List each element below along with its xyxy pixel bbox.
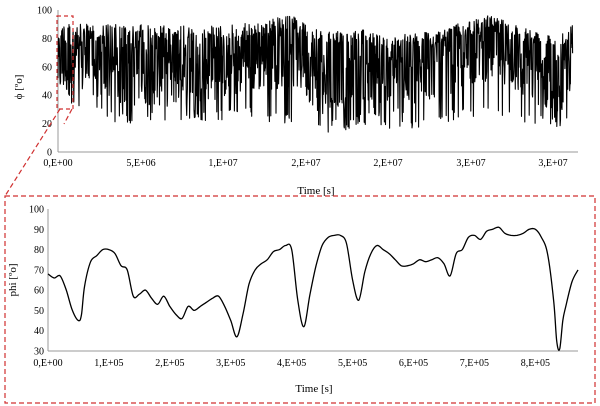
overview-y-axis-label: ϕ [ºo] <box>13 75 25 100</box>
overview-x-tick-labels: 0,E+00 5,E+06 1,E+07 2,E+07 2,E+07 3,E+07 3,E+… <box>43 158 567 169</box>
zoomed-x-axis-label: Time [s] <box>295 383 332 395</box>
overview-x-tick-label: 2,E+07 <box>373 158 402 169</box>
zoomed-y-tick-label: 100 <box>29 205 44 216</box>
zoomed-x-tick-label: 4,E+05 <box>277 358 306 369</box>
zoom-region-box <box>56 15 74 110</box>
zoomed-series-line <box>47 226 579 351</box>
zoomed-axes <box>47 209 578 352</box>
zoomed-series <box>47 226 579 351</box>
zoomed-x-tick-label: 0,E+00 <box>33 358 62 369</box>
zoomed-y-tick-label: 60 <box>34 286 44 297</box>
zoomed-y-tick-label: 80 <box>34 245 44 256</box>
zoom-panel-frame <box>4 195 596 404</box>
zoomed-x-tick-labels: 0,E+00 1,E+05 2,E+05 3,E+05 4,E+05 5,E+05 6,E+… <box>33 358 550 369</box>
zoomed-x-tick-label: 6,E+05 <box>399 358 428 369</box>
overview-x-tick-label: 5,E+06 <box>126 158 155 169</box>
overview-y-tick-label: 0 <box>47 148 52 159</box>
overview-x-tick-label: 2,E+07 <box>291 158 320 169</box>
overview-y-tick-label: 100 <box>37 6 52 17</box>
zoomed-y-tick-labels: 30 40 50 60 70 80 90 100 <box>29 205 44 358</box>
zoomed-x-tick-label: 2,E+05 <box>155 358 184 369</box>
zoomed-y-axis-label: phi [ºo] <box>7 263 19 296</box>
zoomed-y-tick-label: 40 <box>34 326 44 337</box>
zoom-connector-left <box>4 108 61 197</box>
overview-x-tick-label: 1,E+07 <box>208 158 237 169</box>
zoomed-y-tick-label: 50 <box>34 306 44 317</box>
overview-series-line <box>57 15 574 133</box>
zoomed-y-tick-label: 90 <box>34 225 44 236</box>
overview-y-tick-label: 80 <box>42 34 52 45</box>
overview-x-axis-label: Time [s] <box>297 185 334 197</box>
overview-series <box>57 15 574 133</box>
zoomed-y-tick-label: 30 <box>34 347 44 358</box>
overview-x-tick-label: 3,E+07 <box>538 158 567 169</box>
overview-chart: 0,E+00 5,E+06 1,E+07 2,E+07 2,E+07 3,E+07 3,E+… <box>13 6 578 197</box>
overview-y-tick-label: 60 <box>42 62 52 73</box>
zoomed-x-tick-label: 1,E+05 <box>94 358 123 369</box>
zoomed-x-tick-label: 3,E+05 <box>216 358 245 369</box>
zoomed-x-tick-label: 7,E+05 <box>460 358 489 369</box>
zoomed-y-tick-label: 70 <box>34 265 44 276</box>
overview-y-tick-label: 40 <box>42 91 52 102</box>
overview-x-tick-label: 3,E+07 <box>456 158 485 169</box>
overview-axes <box>57 10 578 153</box>
zoomed-x-tick-label: 8,E+05 <box>521 358 550 369</box>
overview-y-tick-label: 20 <box>42 119 52 130</box>
zoom-connector-right <box>63 108 73 125</box>
zoomed-chart: 0,E+00 1,E+05 2,E+05 3,E+05 4,E+05 5,E+05 6,E+… <box>7 205 579 395</box>
overview-y-tick-labels: 0 20 40 60 80 100 <box>37 6 52 159</box>
zoomed-x-tick-label: 5,E+05 <box>338 358 367 369</box>
overview-x-tick-label: 0,E+00 <box>43 158 72 169</box>
zoom-indicator <box>4 15 596 404</box>
